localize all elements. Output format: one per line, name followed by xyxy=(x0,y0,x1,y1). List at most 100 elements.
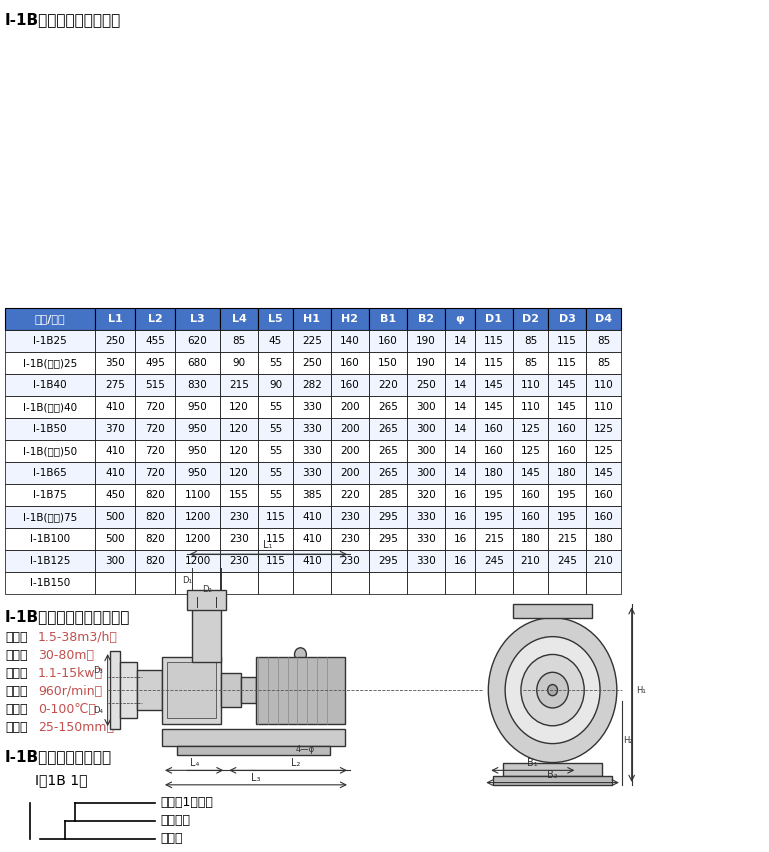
Bar xyxy=(293,550,331,572)
Bar xyxy=(293,440,331,462)
Bar xyxy=(407,440,445,462)
Text: 295: 295 xyxy=(378,534,398,544)
Bar xyxy=(548,330,586,352)
Bar xyxy=(95,308,135,330)
Bar xyxy=(331,330,369,352)
Bar xyxy=(331,352,369,374)
Bar xyxy=(331,462,369,484)
Text: 410: 410 xyxy=(302,534,322,544)
Bar xyxy=(293,528,331,550)
Bar xyxy=(513,550,548,572)
Text: 160: 160 xyxy=(340,358,360,368)
Text: 160: 160 xyxy=(557,424,577,434)
Text: 225: 225 xyxy=(302,336,322,346)
Bar xyxy=(407,506,445,528)
Bar xyxy=(475,528,513,550)
Bar xyxy=(331,418,369,440)
Text: 300: 300 xyxy=(105,556,125,566)
Text: 350: 350 xyxy=(105,358,125,368)
Text: L5: L5 xyxy=(268,314,283,324)
Text: 14: 14 xyxy=(454,468,467,478)
Text: 85: 85 xyxy=(597,336,610,346)
Text: 265: 265 xyxy=(378,468,398,478)
Bar xyxy=(175,528,220,550)
Text: 385: 385 xyxy=(302,490,322,500)
Bar xyxy=(369,308,407,330)
Text: 型号/口径: 型号/口径 xyxy=(35,314,65,324)
Text: 950: 950 xyxy=(188,446,208,456)
Bar xyxy=(513,418,548,440)
Bar xyxy=(475,440,513,462)
Bar xyxy=(258,550,293,572)
Bar xyxy=(95,506,135,528)
Bar xyxy=(445,396,475,418)
Bar xyxy=(258,330,293,352)
Bar xyxy=(95,550,135,572)
Text: 流量：: 流量： xyxy=(5,631,28,644)
Text: H2: H2 xyxy=(341,314,358,324)
Bar xyxy=(220,572,258,594)
Text: 190: 190 xyxy=(416,336,436,346)
Text: 180: 180 xyxy=(594,534,614,544)
Text: 500: 500 xyxy=(105,512,125,522)
Text: I-1B65: I-1B65 xyxy=(33,468,67,478)
Bar xyxy=(175,440,220,462)
Text: 1200: 1200 xyxy=(185,512,211,522)
Bar xyxy=(5,506,95,528)
Text: D1: D1 xyxy=(485,314,502,324)
Text: I-1B25: I-1B25 xyxy=(33,336,67,346)
Text: 215: 215 xyxy=(229,380,249,390)
Text: 820: 820 xyxy=(145,490,165,500)
Text: 200: 200 xyxy=(340,424,360,434)
Text: B₁: B₁ xyxy=(528,758,538,769)
Bar xyxy=(586,484,621,506)
Bar xyxy=(175,374,220,396)
Text: 820: 820 xyxy=(145,512,165,522)
Bar xyxy=(293,396,331,418)
Bar xyxy=(586,330,621,352)
Bar xyxy=(138,670,162,711)
Bar xyxy=(503,763,602,776)
Text: 14: 14 xyxy=(454,358,467,368)
Text: 950: 950 xyxy=(188,468,208,478)
Bar xyxy=(513,484,548,506)
Text: 680: 680 xyxy=(188,358,208,368)
Bar xyxy=(586,308,621,330)
Text: 265: 265 xyxy=(378,424,398,434)
Text: 85: 85 xyxy=(597,358,610,368)
Text: 410: 410 xyxy=(105,468,125,478)
Bar xyxy=(331,308,369,330)
Text: 410: 410 xyxy=(105,402,125,412)
Bar xyxy=(5,462,95,484)
Bar xyxy=(407,396,445,418)
Text: I-1B(老型)40: I-1B(老型)40 xyxy=(23,402,77,412)
Bar xyxy=(475,396,513,418)
Text: 145: 145 xyxy=(557,402,577,412)
Bar xyxy=(445,462,475,484)
Bar xyxy=(258,484,293,506)
Bar xyxy=(369,506,407,528)
Text: 265: 265 xyxy=(378,446,398,456)
Text: 195: 195 xyxy=(557,490,577,500)
Bar xyxy=(475,572,513,594)
Text: I-1B40: I-1B40 xyxy=(33,380,67,390)
Bar xyxy=(445,418,475,440)
Text: 14: 14 xyxy=(454,336,467,346)
Text: 30-80m；: 30-80m； xyxy=(38,649,94,662)
Text: 820: 820 xyxy=(145,534,165,544)
Text: L₂: L₂ xyxy=(291,758,300,769)
Circle shape xyxy=(488,618,617,763)
Text: 720: 720 xyxy=(145,424,165,434)
Bar xyxy=(95,374,135,396)
Bar xyxy=(175,396,220,418)
Text: 160: 160 xyxy=(378,336,398,346)
Bar xyxy=(220,462,258,484)
Bar xyxy=(369,330,407,352)
Bar xyxy=(175,418,220,440)
Text: 500: 500 xyxy=(105,534,125,544)
Text: 115: 115 xyxy=(484,336,504,346)
Text: 85: 85 xyxy=(524,336,537,346)
Text: 330: 330 xyxy=(302,424,322,434)
Bar xyxy=(110,651,119,729)
Bar xyxy=(445,330,475,352)
